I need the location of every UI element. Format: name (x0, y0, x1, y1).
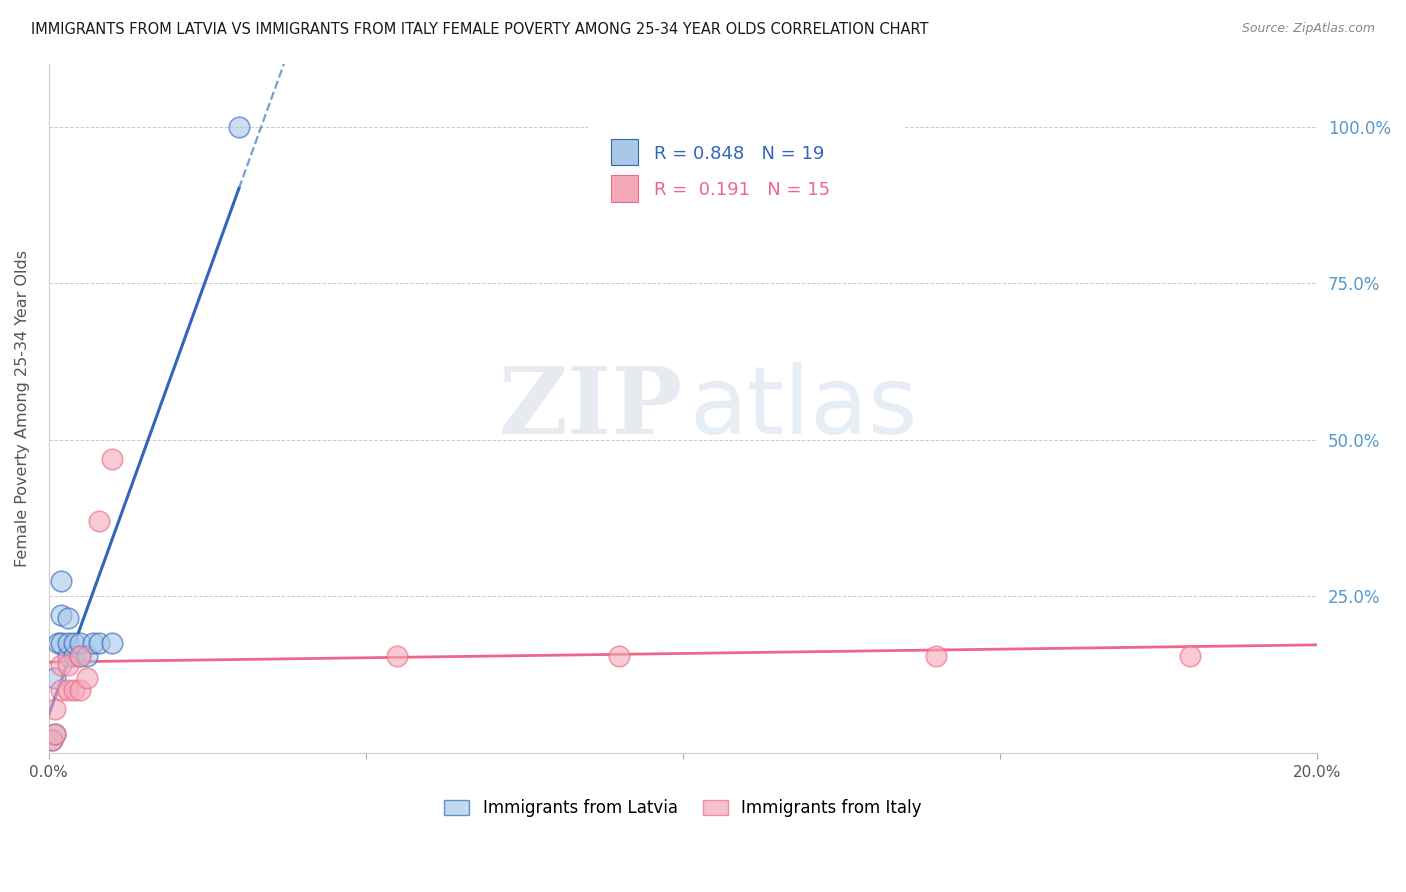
Point (46, 636, 69, 650)
Point (101, 451, 124, 466)
Point (44, 727, 66, 741)
Point (82, 636, 104, 650)
Point (56, 648, 79, 663)
Point (63, 648, 86, 663)
Point (41, 733, 63, 747)
Text: R = 0.848   N = 19: R = 0.848 N = 19 (654, 145, 824, 162)
Text: IMMIGRANTS FROM LATVIA VS IMMIGRANTS FROM ITALY FEMALE POVERTY AMONG 25-34 YEAR : IMMIGRANTS FROM LATVIA VS IMMIGRANTS FRO… (31, 22, 928, 37)
Point (51, 608, 73, 623)
Point (44, 702, 66, 716)
Point (56, 611, 79, 625)
Y-axis label: Female Poverty Among 25-34 Year Olds: Female Poverty Among 25-34 Year Olds (15, 250, 30, 567)
Point (63, 636, 86, 650)
Point (76, 671, 98, 685)
Point (101, 636, 124, 650)
Text: R =  0.191   N = 15: R = 0.191 N = 15 (654, 181, 830, 199)
FancyBboxPatch shape (588, 122, 904, 216)
Point (69, 648, 91, 663)
Point (69, 648, 91, 663)
FancyBboxPatch shape (610, 139, 638, 165)
Point (69, 636, 91, 650)
Point (51, 574, 73, 588)
Point (44, 671, 66, 685)
Text: ZIP: ZIP (499, 363, 683, 453)
Point (89, 514, 111, 528)
Point (228, 120, 250, 134)
Point (51, 636, 73, 650)
Point (609, 648, 631, 663)
Point (925, 648, 948, 663)
Point (44, 727, 66, 741)
Point (51, 683, 73, 698)
Point (76, 648, 98, 663)
Point (1178, 648, 1201, 663)
Point (63, 683, 86, 698)
Point (69, 683, 91, 698)
Point (41, 733, 63, 747)
Point (56, 683, 79, 698)
Legend: Immigrants from Latvia, Immigrants from Italy: Immigrants from Latvia, Immigrants from … (437, 792, 928, 823)
Point (89, 636, 111, 650)
Point (387, 648, 409, 663)
Text: atlas: atlas (689, 362, 917, 454)
Point (56, 658, 79, 673)
Point (51, 658, 73, 673)
FancyBboxPatch shape (610, 176, 638, 202)
Point (56, 636, 79, 650)
Text: Source: ZipAtlas.com: Source: ZipAtlas.com (1241, 22, 1375, 36)
